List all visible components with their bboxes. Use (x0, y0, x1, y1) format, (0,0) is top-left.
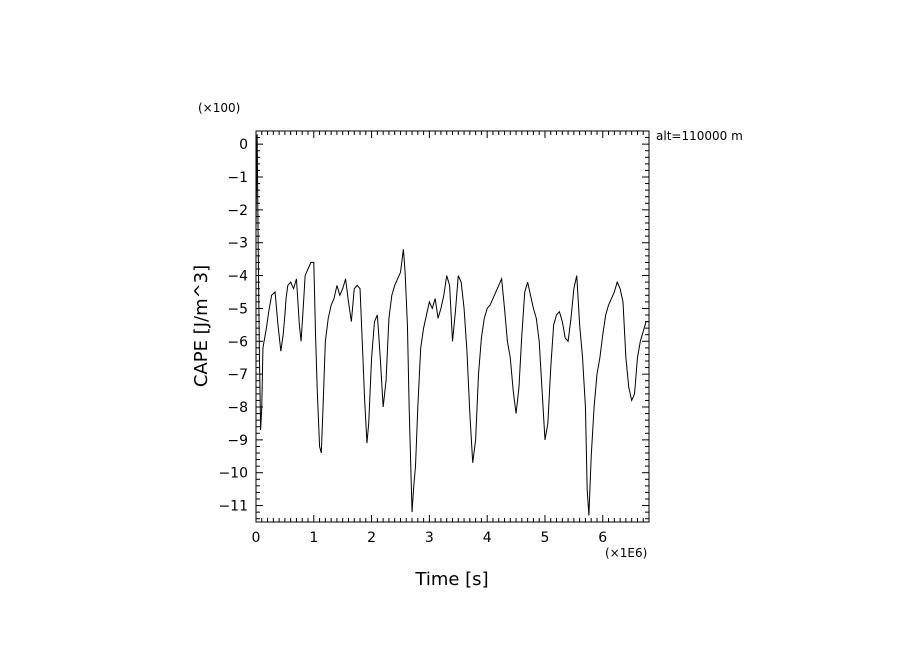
x-tick-label: 6 (598, 530, 607, 546)
y-tick-label: −3 (227, 236, 248, 252)
y-tick-label: −8 (227, 400, 248, 416)
y-tick-label: −5 (227, 301, 248, 317)
y-tick-label: −2 (227, 203, 248, 219)
x-tick-label: 3 (425, 530, 434, 546)
y-axis-ticks: 0 −1 −2 −3 −4 −5 −6 −7 −8 −9 −10 −11 (218, 130, 649, 520)
x-multiplier-label: (×1E6) (605, 546, 647, 560)
y-tick-label: −11 (218, 499, 248, 515)
y-tick-label: −10 (218, 466, 248, 482)
x-axis-title: Time [s] (414, 569, 488, 590)
x-axis-ticks: 0 1 2 3 4 5 6 (252, 131, 650, 546)
y-tick-label: −9 (227, 433, 248, 449)
x-tick-label: 2 (367, 530, 376, 546)
x-tick-label: 1 (309, 530, 318, 546)
y-tick-label: −6 (227, 334, 248, 350)
altitude-annotation: alt=110000 m (656, 129, 743, 143)
y-tick-label: 0 (239, 137, 248, 153)
y-axis-title: CAPE [J/m^3] (191, 265, 212, 387)
x-tick-label: 5 (541, 530, 550, 546)
x-tick-label: 4 (483, 530, 492, 546)
y-tick-label: −1 (227, 170, 248, 186)
y-tick-label: −7 (227, 367, 248, 383)
x-tick-label: 0 (252, 530, 261, 546)
y-multiplier-label: (×100) (198, 101, 240, 115)
y-tick-label: −4 (227, 269, 248, 285)
series-line (255, 134, 649, 516)
